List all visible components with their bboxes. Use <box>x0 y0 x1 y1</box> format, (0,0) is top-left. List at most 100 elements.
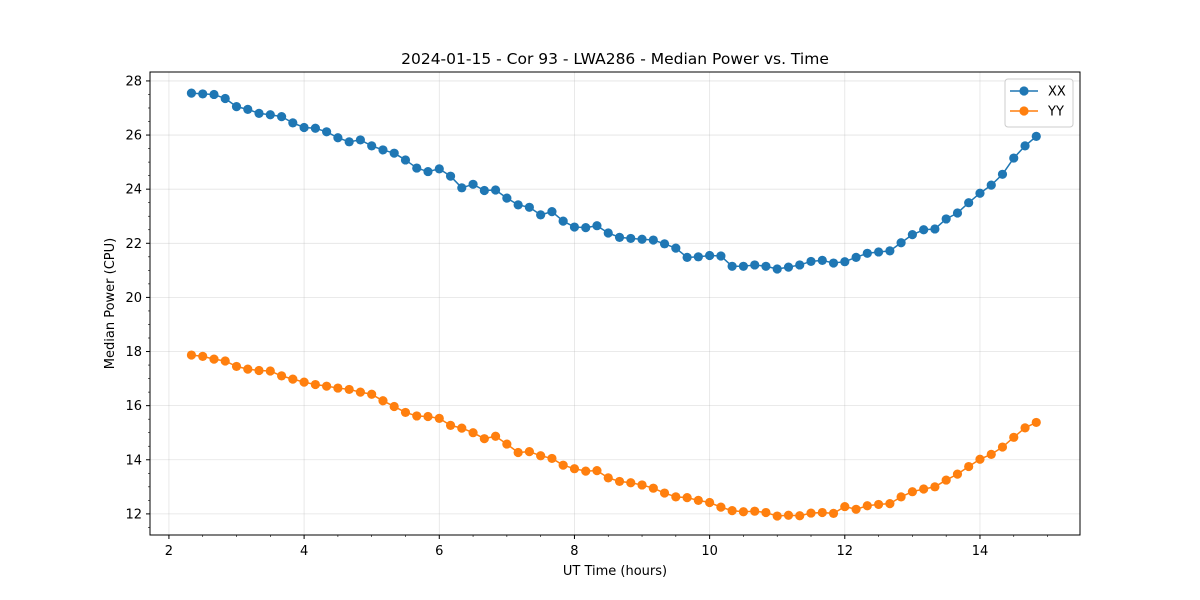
data-point-yy <box>772 511 782 521</box>
data-point-yy <box>1031 417 1041 428</box>
data-point-xx <box>705 250 715 261</box>
data-point-yy <box>659 488 670 498</box>
data-point-xx <box>873 247 884 257</box>
data-point-xx <box>840 257 850 267</box>
data-point-xx <box>412 163 422 173</box>
series-layer <box>186 88 1041 521</box>
data-point-yy <box>355 387 365 397</box>
data-point-yy <box>445 420 456 431</box>
y-tick-label: 20 <box>125 291 142 306</box>
x-tick-label: 6 <box>435 544 443 559</box>
data-point-yy <box>344 384 354 395</box>
data-point-xx <box>468 179 478 189</box>
data-point-xx <box>310 123 320 133</box>
data-point-xx <box>569 222 580 232</box>
data-point-yy <box>783 510 794 520</box>
data-point-xx <box>457 183 467 193</box>
data-point-yy <box>209 354 219 364</box>
data-point-yy <box>412 411 422 421</box>
data-point-xx <box>626 233 636 244</box>
data-point-xx <box>648 235 658 245</box>
data-point-xx <box>603 228 613 238</box>
chart-title: 2024-01-15 - Cor 93 - LWA286 - Median Po… <box>401 50 829 68</box>
data-point-yy <box>626 478 636 488</box>
data-point-yy <box>919 484 929 494</box>
data-point-yy <box>1009 432 1019 442</box>
data-point-yy <box>941 475 951 485</box>
x-tick-label: 8 <box>570 544 578 559</box>
data-point-yy <box>276 371 287 381</box>
data-point-xx <box>806 256 816 267</box>
data-point-yy <box>1020 423 1030 433</box>
data-point-yy <box>254 365 264 376</box>
data-point-xx <box>783 262 794 272</box>
data-point-yy <box>671 492 681 502</box>
data-point-yy <box>705 497 715 508</box>
data-point-yy <box>693 495 703 505</box>
data-point-xx <box>400 155 411 165</box>
data-point-xx <box>592 221 602 231</box>
data-point-xx <box>524 202 534 212</box>
data-point-yy <box>558 460 568 470</box>
data-point-xx <box>682 252 692 262</box>
data-point-yy <box>592 465 602 476</box>
y-tick-label: 24 <box>125 183 142 198</box>
data-point-xx <box>344 137 354 147</box>
data-point-xx <box>288 118 298 128</box>
plot-frame <box>149 71 1081 536</box>
legend: XX YY <box>1004 78 1074 128</box>
data-point-xx <box>1020 141 1030 151</box>
x-tick-label: 10 <box>701 544 718 559</box>
data-point-yy <box>299 377 309 387</box>
data-point-yy <box>648 483 658 493</box>
data-point-yy <box>434 413 444 423</box>
data-point-yy <box>817 507 827 518</box>
x-tick-label: 4 <box>300 544 308 559</box>
data-point-xx <box>637 234 647 244</box>
data-point-yy <box>806 508 816 518</box>
data-point-xx <box>750 260 760 270</box>
data-point-xx <box>355 135 365 145</box>
data-point-xx <box>975 188 985 198</box>
data-point-xx <box>738 261 749 271</box>
data-point-xx <box>490 185 501 195</box>
data-point-xx <box>434 164 444 174</box>
data-point-xx <box>254 108 264 119</box>
data-point-xx <box>952 208 963 218</box>
data-point-yy <box>930 482 940 492</box>
data-point-yy <box>907 487 917 497</box>
data-point-yy <box>873 499 884 510</box>
grid <box>150 72 1080 535</box>
data-point-yy <box>795 511 805 521</box>
data-point-xx <box>761 261 771 271</box>
data-point-xx <box>716 251 726 261</box>
data-point-xx <box>220 93 230 104</box>
data-point-yy <box>367 389 377 399</box>
data-point-yy <box>265 366 275 376</box>
data-point-xx <box>614 232 625 242</box>
data-point-yy <box>231 361 242 372</box>
legend-label-yy: YY <box>1047 105 1064 120</box>
data-point-xx <box>333 133 343 143</box>
data-point-yy <box>828 508 839 518</box>
data-point-yy <box>637 480 647 490</box>
data-point-yy <box>220 356 230 366</box>
data-point-xx <box>986 180 996 190</box>
data-point-xx <box>479 185 489 196</box>
data-point-yy <box>490 431 501 441</box>
data-point-xx <box>671 243 681 253</box>
data-point-yy <box>536 451 546 461</box>
data-point-yy <box>896 492 906 502</box>
data-point-yy <box>524 447 534 457</box>
data-point-yy <box>457 423 467 433</box>
data-point-yy <box>952 469 963 479</box>
data-point-yy <box>997 442 1008 452</box>
data-point-yy <box>243 364 253 374</box>
y-tick-label: 14 <box>125 453 142 468</box>
y-tick-label: 26 <box>125 129 142 144</box>
data-point-yy <box>513 447 523 458</box>
data-point-xx <box>919 225 929 235</box>
data-point-xx <box>389 148 399 158</box>
data-point-yy <box>975 454 985 464</box>
